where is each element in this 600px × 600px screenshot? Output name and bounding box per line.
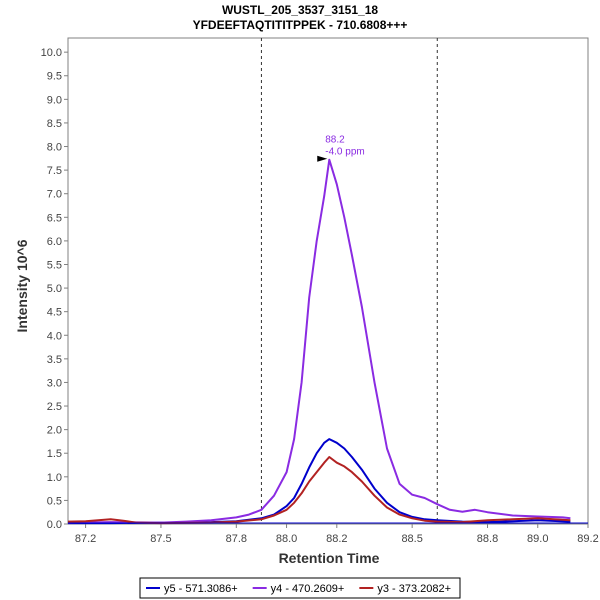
legend-box xyxy=(139,577,461,599)
plot-frame xyxy=(67,37,589,525)
y-tick-label: 1.0 xyxy=(47,472,62,484)
y-tick-label: 0.5 xyxy=(47,495,62,507)
series-line xyxy=(67,158,571,524)
y-axis-label: Intensity 10^6 xyxy=(14,239,30,332)
y-tick-label: 6.5 xyxy=(47,212,62,224)
x-tick-label: 87.8 xyxy=(226,533,247,545)
y-tick-label: 3.0 xyxy=(47,377,62,389)
x-tick-label: 88.5 xyxy=(401,533,422,545)
peak-annotation-rt: 88.2 xyxy=(325,135,345,146)
y-tick-label: 9.5 xyxy=(47,71,62,83)
y-tick-label: 6.0 xyxy=(47,236,62,248)
y-tick-label: 7.5 xyxy=(47,165,62,177)
x-tick-label: 89.0 xyxy=(527,533,548,545)
x-axis-label: Retention Time xyxy=(279,550,380,566)
x-tick-label: 87.2 xyxy=(75,533,96,545)
y-tick-label: 9.0 xyxy=(47,94,62,106)
y-tick-label: 7.0 xyxy=(47,189,62,201)
peak-annotation-ppm: -4.0 ppm xyxy=(325,147,364,158)
y-tick-label: 5.5 xyxy=(47,259,62,271)
x-tick-label: 88.2 xyxy=(326,533,347,545)
y-tick-label: 4.0 xyxy=(47,330,62,342)
y-tick-label: 4.5 xyxy=(47,307,62,319)
x-tick-label: 87.5 xyxy=(150,533,171,545)
plot-area: 0.0 0.5 1.0 1.5 2.0 2.5 3.0 3.5 4.0 4.5 5.0 5.5 6.0 6… xyxy=(41,37,599,545)
y-tick-label: 10.0 xyxy=(41,47,62,59)
y-tick-label: 3.5 xyxy=(47,354,62,366)
peak-arrow xyxy=(317,155,328,162)
x-tick-label: 88.0 xyxy=(276,533,297,545)
legend: y5 - 571.3086+ y4 - 470.2609+ y3 - 373.208… xyxy=(139,577,461,599)
y-tick-label: 1.5 xyxy=(47,448,62,460)
chart-subtitle: YFDEEFTAQTITITPPEK - 710.6808+++ xyxy=(193,18,408,32)
y-tick-label: 8.0 xyxy=(47,142,62,154)
legend-label: y5 - 571.3086+ xyxy=(164,583,238,595)
y-tick-label: 2.5 xyxy=(47,401,62,413)
legend-label: y4 - 470.2609+ xyxy=(271,583,345,595)
chart-title: WUSTL_205_3537_3151_18 xyxy=(222,3,378,17)
x-tick-label: 88.8 xyxy=(477,533,498,545)
x-tick-label: 89.2 xyxy=(577,533,598,545)
legend-label: y3 - 373.2082+ xyxy=(377,583,451,595)
y-tick-label: 8.5 xyxy=(47,118,62,130)
y-tick-label: 2.0 xyxy=(47,425,62,437)
y-tick-label: 5.0 xyxy=(47,283,62,295)
y-tick-label: 0.0 xyxy=(47,519,62,531)
